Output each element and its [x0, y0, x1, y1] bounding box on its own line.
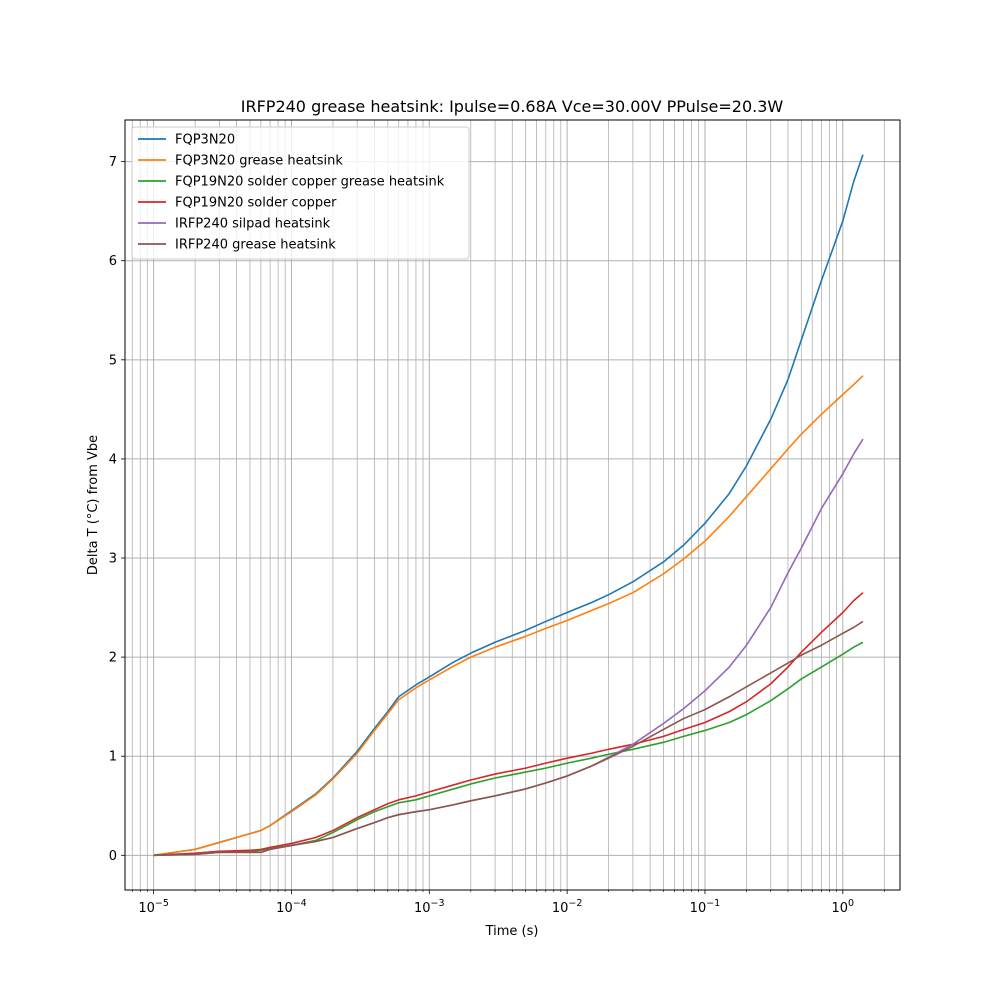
legend-label: IRFP240 silpad heatsink: [175, 217, 331, 232]
y-tick-label: 0: [109, 849, 117, 864]
x-tick-label: 10−1: [690, 898, 721, 916]
x-axis-label: Time (s): [485, 924, 539, 939]
legend-label: FQP19N20 solder copper grease heatsink: [175, 175, 445, 190]
legend-box: [131, 126, 470, 260]
legend: FQP3N20 FQP3N20 grease heatsink FQP19N20 s…: [131, 126, 470, 260]
x-tick-label: 10−5: [138, 898, 169, 916]
series-line-4: [153, 592, 864, 857]
y-tick-label: 5: [109, 353, 117, 368]
y-axis-label: Delta T (°C) from Vbe: [86, 435, 101, 575]
x-axis-ticks: 10−5 10−4 10−3 10−2 10−1 100: [131, 890, 885, 916]
series-line-6: [153, 620, 864, 857]
y-tick-label: 6: [109, 254, 117, 269]
y-tick-label: 1: [109, 750, 117, 765]
y-tick-label: 2: [109, 651, 117, 666]
x-tick-label: 100: [832, 898, 855, 916]
x-tick-label: 10−4: [276, 898, 307, 916]
series-layer: [153, 154, 864, 857]
legend-label: FQP3N20 grease heatsink: [175, 154, 343, 169]
legend-label: FQP3N20: [175, 133, 235, 148]
legend-label: FQP19N20 solder copper: [175, 196, 337, 211]
y-tick-label: 4: [109, 452, 117, 467]
x-tick-label: 10−2: [552, 898, 583, 916]
y-axis-ticks: 0 1 2 3 4 5 6 7: [109, 155, 125, 864]
series-line-2: [153, 375, 864, 857]
x-tick-label: 10−3: [414, 898, 445, 916]
chart-title: IRFP240 grease heatsink: Ipulse=0.68A Vc…: [241, 97, 784, 116]
y-tick-label: 3: [109, 552, 117, 567]
legend-label: IRFP240 grease heatsink: [175, 238, 336, 253]
y-tick-label: 7: [109, 155, 117, 170]
